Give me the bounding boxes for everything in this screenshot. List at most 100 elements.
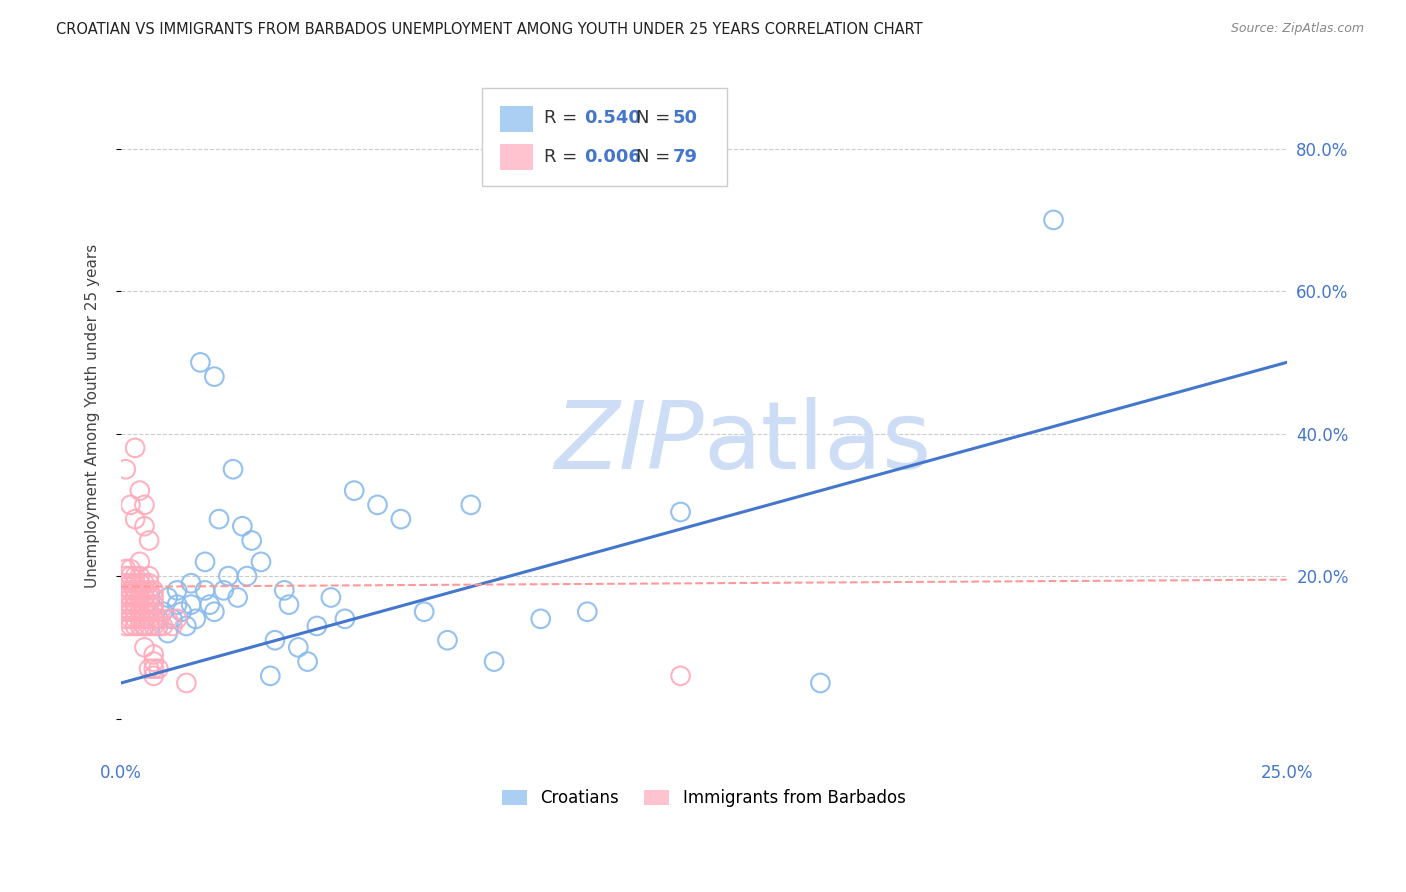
Point [217, 569, 239, 583]
Point [134, 619, 156, 633]
FancyBboxPatch shape [501, 145, 533, 170]
Point [148, 612, 170, 626]
Point [134, 591, 156, 605]
Text: Source: ZipAtlas.com: Source: ZipAtlas.com [1230, 22, 1364, 36]
Point [236, 569, 259, 583]
Point [114, 569, 136, 583]
Point [156, 626, 179, 640]
Point [120, 498, 142, 512]
Point [134, 498, 156, 512]
Point [202, 369, 225, 384]
Point [128, 483, 150, 498]
Point [669, 505, 692, 519]
Point [120, 576, 142, 591]
Point [156, 612, 179, 626]
Point [124, 583, 146, 598]
Point [669, 669, 692, 683]
Point [114, 462, 136, 476]
Point [138, 605, 160, 619]
Point [134, 640, 156, 655]
Point [142, 612, 165, 626]
Y-axis label: Unemployment Among Youth under 25 years: Unemployment Among Youth under 25 years [86, 244, 100, 588]
Point [166, 583, 188, 598]
Point [120, 619, 142, 633]
Point [114, 605, 136, 619]
Text: N =: N = [637, 109, 676, 127]
Point [333, 612, 356, 626]
Point [389, 512, 412, 526]
Point [162, 612, 184, 626]
Point [148, 612, 170, 626]
Point [124, 612, 146, 626]
FancyBboxPatch shape [482, 87, 727, 186]
Point [142, 605, 165, 619]
Point [152, 619, 174, 633]
Point [124, 512, 146, 526]
Point [138, 619, 160, 633]
Point [297, 655, 319, 669]
Point [128, 555, 150, 569]
Point [576, 605, 599, 619]
Text: 0.006: 0.006 [583, 148, 641, 166]
Point [124, 441, 146, 455]
Point [231, 519, 253, 533]
Point [170, 605, 193, 619]
Point [530, 612, 553, 626]
Text: 50: 50 [672, 109, 697, 127]
Point [120, 591, 142, 605]
Point [128, 619, 150, 633]
Point [194, 555, 217, 569]
Point [436, 633, 458, 648]
Point [138, 583, 160, 598]
Point [114, 562, 136, 576]
Point [128, 569, 150, 583]
Point [134, 583, 156, 598]
Point [120, 569, 142, 583]
Point [138, 591, 160, 605]
Point [134, 519, 156, 533]
Point [152, 605, 174, 619]
Point [226, 591, 249, 605]
Point [120, 562, 142, 576]
Point [128, 576, 150, 591]
Point [124, 576, 146, 591]
Point [166, 598, 188, 612]
Point [138, 533, 160, 548]
Point [142, 583, 165, 598]
Point [194, 583, 217, 598]
Point [184, 612, 207, 626]
Point [413, 605, 436, 619]
Point [128, 591, 150, 605]
Point [278, 598, 301, 612]
Point [120, 583, 142, 598]
Point [810, 676, 832, 690]
Point [202, 605, 225, 619]
Point [128, 605, 150, 619]
Point [460, 498, 482, 512]
Point [134, 605, 156, 619]
Text: ZIP: ZIP [554, 398, 704, 489]
Point [240, 533, 263, 548]
Point [156, 591, 179, 605]
Text: 0.540: 0.540 [583, 109, 641, 127]
Point [138, 569, 160, 583]
Point [259, 669, 281, 683]
Point [162, 619, 184, 633]
Point [134, 619, 156, 633]
Point [114, 619, 136, 633]
Point [273, 583, 295, 598]
Point [134, 576, 156, 591]
Text: CROATIAN VS IMMIGRANTS FROM BARBADOS UNEMPLOYMENT AMONG YOUTH UNDER 25 YEARS COR: CROATIAN VS IMMIGRANTS FROM BARBADOS UNE… [56, 22, 922, 37]
Point [134, 598, 156, 612]
Point [176, 619, 198, 633]
Point [367, 498, 389, 512]
Text: R =: R = [544, 148, 583, 166]
Point [222, 462, 245, 476]
Point [343, 483, 366, 498]
Point [120, 612, 142, 626]
Point [124, 605, 146, 619]
Point [264, 633, 287, 648]
Legend: Croatians, Immigrants from Barbados: Croatians, Immigrants from Barbados [495, 782, 912, 814]
Point [287, 640, 309, 655]
Point [114, 591, 136, 605]
